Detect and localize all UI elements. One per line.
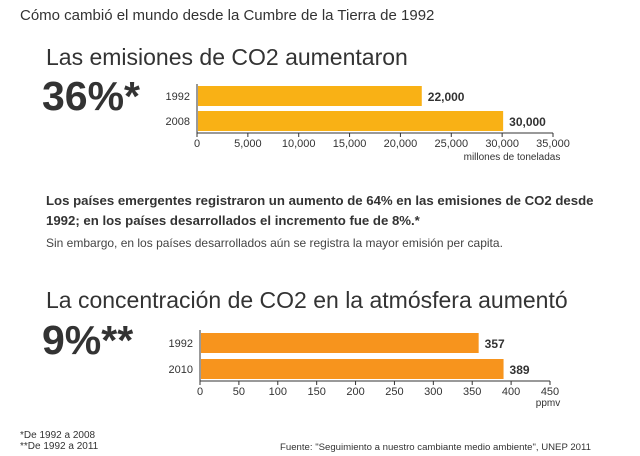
emissions-category-label: 1992	[166, 91, 190, 103]
per-capita-note: Sin embargo, en los países desarrollados…	[46, 236, 503, 250]
footnote-2: **De 1992 a 2011	[20, 441, 99, 452]
emissions-tick-label: 0	[194, 138, 200, 150]
emissions-heading: Las emisiones de CO2 aumentaron	[46, 44, 408, 70]
concentration-x-axis-label: ppmv	[536, 398, 560, 409]
concentration-bar	[201, 333, 479, 353]
concentration-tick-label: 200	[346, 386, 364, 398]
concentration-value-label: 389	[510, 363, 530, 377]
concentration-bar	[201, 359, 504, 379]
source-note: Fuente: "Seguimiento a nuestro cambiante…	[280, 442, 591, 453]
emissions-tick-label: 35,000	[536, 138, 570, 150]
emissions-tick-label: 30,000	[485, 138, 519, 150]
concentration-percent: 9%**	[42, 317, 134, 363]
concentration-value-label: 357	[485, 337, 505, 351]
emissions-value-label: 22,000	[428, 90, 465, 104]
concentration-value-box	[504, 360, 535, 378]
emissions-percent: 36%*	[42, 73, 141, 119]
emissions-bar	[198, 86, 422, 106]
concentration-value-box	[479, 334, 510, 352]
concentration-tick-label: 250	[385, 386, 403, 398]
concentration-tick-label: 450	[541, 386, 559, 398]
emissions-x-axis-label: millones de toneladas	[464, 152, 561, 163]
concentration-tick-label: 400	[502, 386, 520, 398]
concentration-category-label: 1992	[169, 338, 193, 350]
concentration-tick-label: 150	[307, 386, 325, 398]
emissions-tick-label: 20,000	[384, 138, 418, 150]
page-title: Cómo cambió el mundo desde la Cumbre de …	[20, 7, 435, 24]
concentration-heading: La concentración de CO2 en la atmósfera …	[46, 287, 568, 313]
concentration-category-label: 2010	[169, 364, 193, 376]
emissions-value-box	[422, 87, 469, 105]
emissions-category-label: 2008	[166, 116, 190, 128]
emissions-value-label: 30,000	[509, 115, 546, 129]
concentration-tick-label: 300	[424, 386, 442, 398]
emissions-tick-label: 10,000	[282, 138, 316, 150]
emissions-tick-label: 25,000	[434, 138, 468, 150]
footnote-1: *De 1992 a 2008	[20, 430, 96, 441]
emissions-tick-label: 15,000	[333, 138, 367, 150]
concentration-tick-label: 50	[233, 386, 245, 398]
concentration-tick-label: 100	[269, 386, 287, 398]
emissions-value-box	[504, 112, 551, 130]
concentration-tick-label: 0	[197, 386, 203, 398]
emissions-bar	[198, 111, 504, 131]
emissions-paragraph: Los países emergentes registraron un aum…	[46, 193, 594, 228]
emissions-tick-label: 5,000	[234, 138, 262, 150]
concentration-tick-label: 350	[463, 386, 481, 398]
